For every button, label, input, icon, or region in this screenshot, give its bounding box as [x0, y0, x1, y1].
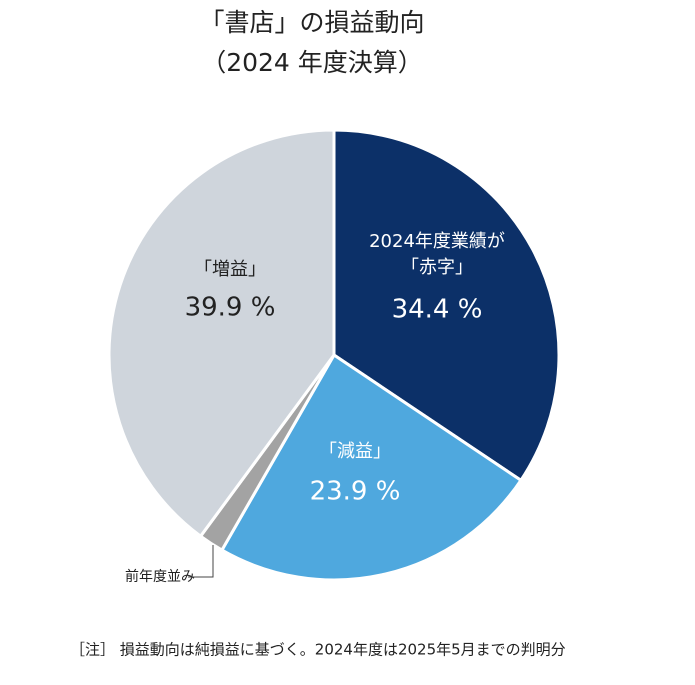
slice-label: 「赤字」: [401, 257, 473, 278]
pie-slice: [107, 128, 336, 539]
value-label: 34.4 %: [392, 295, 483, 325]
slice-label: 「増益」: [194, 259, 266, 280]
note: ［注］ 損益動向は純損益に基づく。2024年度は2025年5月までの判明分: [70, 641, 566, 659]
pie-slice: [332, 128, 561, 483]
slice-label: 2024年度業績が: [369, 231, 505, 252]
callout-line: [188, 545, 214, 578]
slice-label: 前年度並み: [125, 568, 195, 585]
value-label: 39.9 %: [185, 293, 276, 323]
pie-slice: [219, 352, 523, 582]
chart-title: 「書店」の損益動向: [199, 8, 424, 37]
chart-subtitle: （2024 年度決算）: [201, 48, 423, 77]
slice-label: 「減益」: [319, 441, 391, 462]
value-label: 23.9 %: [310, 477, 401, 507]
